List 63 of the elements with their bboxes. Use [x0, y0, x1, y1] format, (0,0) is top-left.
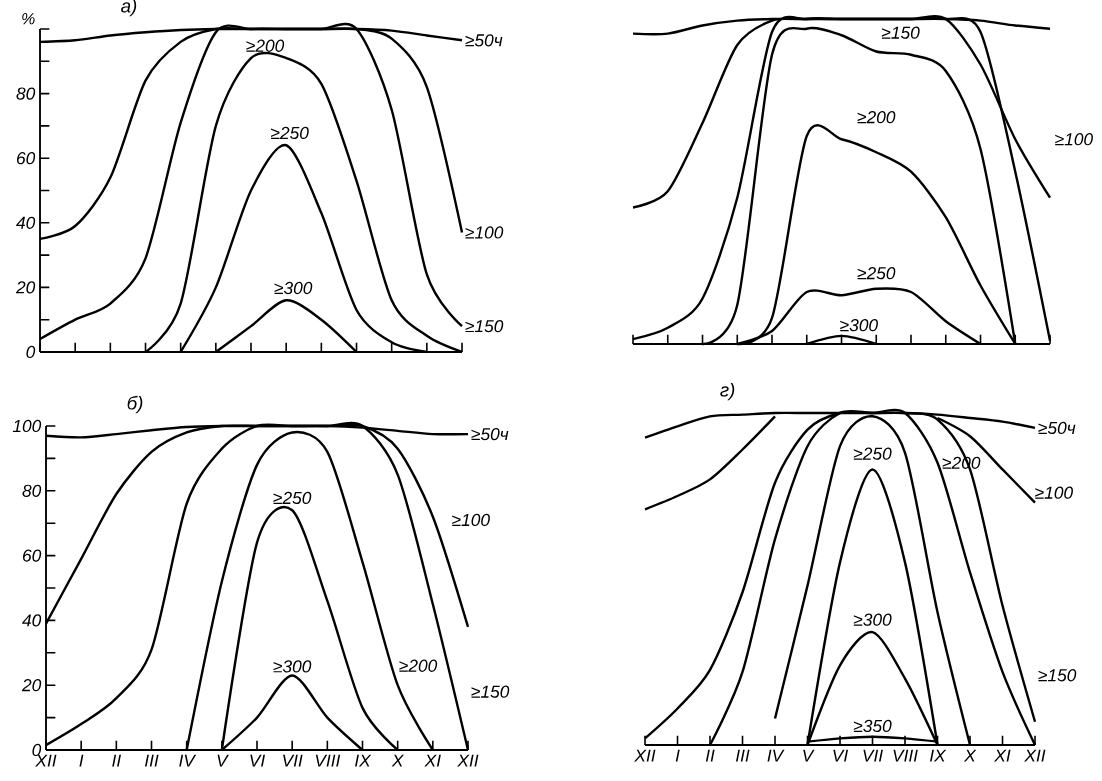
- x-tick-label: X: [963, 749, 977, 762]
- x-tick-label: VIII: [893, 749, 918, 762]
- x-tick-label: III: [144, 754, 159, 767]
- text: ≥150: [1038, 669, 1077, 682]
- annotation: ≥250: [853, 447, 892, 460]
- x-tick-label: IV: [767, 749, 785, 762]
- x-tick-label: IV: [179, 754, 197, 767]
- x-tick-label: II: [112, 754, 121, 767]
- x-tick-label: XII: [634, 749, 656, 762]
- text: ≥50ч: [471, 427, 509, 441]
- annotation: ≥300: [273, 660, 312, 673]
- annotation: ≥100: [452, 513, 490, 527]
- y-tick-label: 60: [17, 152, 36, 165]
- x-tick-label: I: [675, 749, 680, 762]
- text: ≥100: [1035, 486, 1073, 499]
- text: ≥150: [465, 320, 504, 333]
- x-tick-label: X: [391, 754, 404, 767]
- y-tick-label: 100: [12, 419, 42, 433]
- y-tick-label: 20: [15, 281, 36, 294]
- x-tick-label: VII: [863, 749, 883, 762]
- x-tick-label: VI: [250, 754, 265, 767]
- y-tick-label: 0: [26, 345, 36, 359]
- y-tick-label: 80: [22, 484, 42, 497]
- text: ≥100: [465, 226, 504, 239]
- y-tick-label: 40: [22, 614, 42, 627]
- y-tick-label: 0: [32, 743, 42, 757]
- x-tick-label: IX: [355, 754, 372, 767]
- y-axis-title: %: [22, 13, 35, 25]
- x-tick-label: XII: [1024, 749, 1046, 762]
- annotation: ≥150: [881, 26, 920, 39]
- y-tick-label: 80: [16, 87, 36, 100]
- x-tick-label: XII: [457, 754, 479, 767]
- x-tick-label: IX: [930, 749, 947, 762]
- x-tick-label: VIII: [315, 754, 341, 767]
- annotation: ≥300: [840, 319, 878, 332]
- chart-title: б): [127, 395, 143, 414]
- y-tick-label: 40: [16, 216, 36, 229]
- x-tick-label: I: [79, 754, 84, 767]
- annotation: ≥200: [399, 659, 438, 672]
- annotation: ≥250: [273, 491, 312, 505]
- x-tick-label: XI: [993, 749, 1011, 762]
- x-tick-label: VI: [833, 749, 848, 762]
- x-tick-label: III: [735, 749, 750, 762]
- x-tick-label: V: [217, 754, 229, 767]
- annotation: ≥300: [853, 613, 892, 626]
- annotation: ≥250: [857, 267, 896, 280]
- text: ≥50ч: [465, 34, 503, 47]
- y-tick-label: 20: [21, 679, 42, 692]
- chart-title: г): [720, 382, 735, 401]
- annotation: ≥350: [853, 719, 892, 733]
- annotation: ≥200: [246, 39, 285, 52]
- text: ≥150: [471, 685, 510, 698]
- x-tick-label: XII: [35, 754, 57, 767]
- x-tick-label: V: [803, 749, 815, 762]
- x-tick-label: VII: [283, 754, 303, 767]
- text: ≥50ч: [1038, 421, 1076, 435]
- annotation: ≥200: [857, 111, 896, 124]
- annotation: ≥250: [271, 126, 309, 140]
- x-tick-label: II: [705, 749, 715, 762]
- annotation: ≥300: [274, 281, 313, 295]
- y-tick-label: 60: [23, 549, 42, 562]
- text: ≥100: [1055, 133, 1093, 146]
- x-tick-label: XI: [424, 754, 441, 767]
